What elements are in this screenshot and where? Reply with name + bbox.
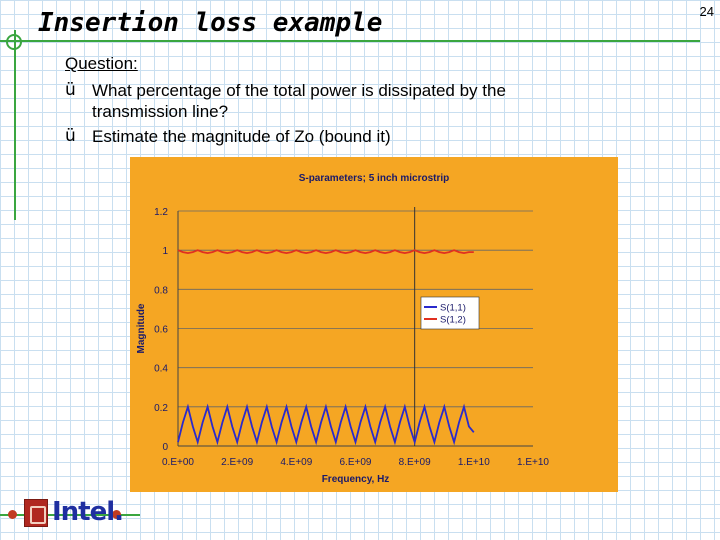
series-line-s11 — [177, 403, 475, 446]
legend-entry: S(1,2) — [440, 315, 466, 326]
chart-background — [130, 157, 618, 492]
decorative-dot — [112, 510, 121, 519]
decorative-circle — [6, 34, 22, 50]
x-tick-label: 0.E+00 — [162, 457, 194, 468]
decorative-vertical-line — [14, 30, 16, 220]
page-number: 24 — [699, 4, 714, 19]
s-parameter-chart: S-parameters; 5 inch microstrip 0 0.2 0.4 0.… — [130, 157, 618, 492]
y-tick-label: 1.2 — [154, 207, 168, 218]
x-axis-label: Frequency, Hz — [322, 474, 390, 485]
bullet-text-line: Estimate the magnitude of Zo (bound it) — [92, 127, 391, 146]
decorative-horizontal-line — [0, 40, 700, 42]
legend-box — [420, 296, 480, 330]
x-tick-label: 4.E+09 — [280, 457, 312, 468]
x-tick-label: 8.E+09 — [399, 457, 431, 468]
decorative-bottom-line — [0, 514, 140, 516]
y-tick-label: 0.8 — [154, 285, 168, 296]
x-tick-label: 1.E+10 — [458, 457, 490, 468]
x-tick-label: 2.E+09 — [221, 457, 253, 468]
bullet-item: ü What percentage of the total power is … — [65, 80, 625, 122]
y-tick-label: 0.2 — [154, 403, 168, 414]
y-tick-label: 0.4 — [154, 364, 168, 375]
check-icon: ü — [65, 126, 76, 146]
series-line-s12 — [177, 249, 474, 255]
y-tick-label: 1 — [162, 246, 168, 257]
y-tick-label: 0.6 — [154, 325, 168, 336]
check-icon: ü — [65, 80, 76, 100]
bullet-text-line: What percentage of the total power is di… — [92, 81, 506, 100]
decorative-dot — [8, 510, 17, 519]
slide-title: Insertion loss example — [38, 8, 383, 38]
question-label: Question: — [65, 54, 138, 73]
intel-logo: Intel. — [52, 497, 124, 527]
bullet-text-line: transmission line? — [92, 102, 229, 121]
y-tick-label: 0 — [162, 442, 168, 453]
chart-title: S-parameters; 5 inch microstrip — [299, 173, 450, 184]
logo-seal — [24, 499, 48, 527]
x-tick-label: 6.E+09 — [340, 457, 372, 468]
bullet-item: ü Estimate the magnitude of Zo (bound it… — [65, 126, 625, 147]
legend-entry: S(1,1) — [440, 303, 466, 314]
x-tick-label: 1.E+10 — [517, 457, 549, 468]
y-axis-label: Magnitude — [136, 303, 147, 353]
